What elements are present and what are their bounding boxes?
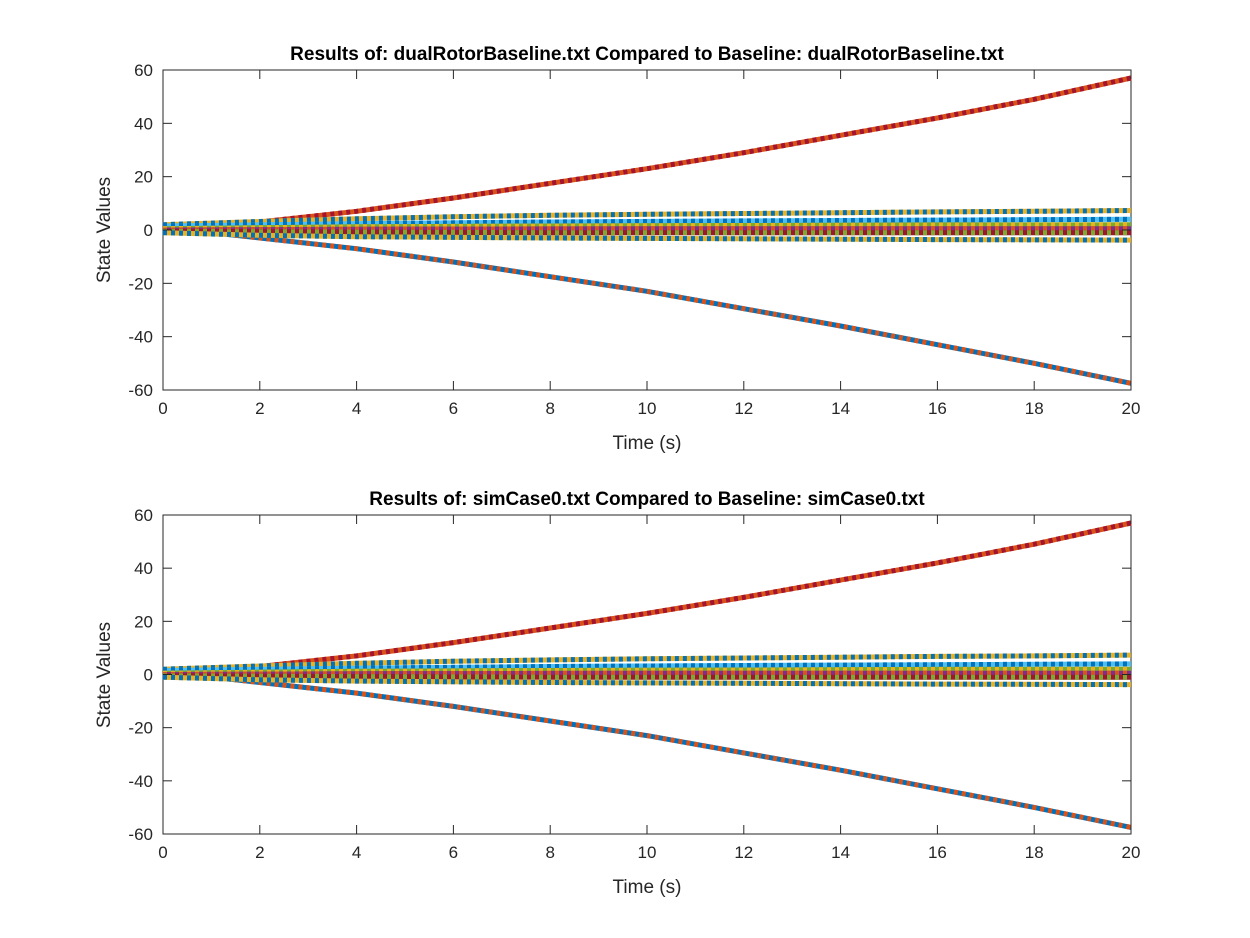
y-tick-label: -40 [128, 328, 153, 347]
y-tick-label: -60 [128, 381, 153, 400]
baseline-series-line [162, 230, 1132, 243]
subplot-1-ylabel: State Values [94, 177, 115, 283]
y-tick-label: -20 [128, 274, 153, 293]
x-tick-label: 12 [734, 399, 753, 418]
y-tick-label: 60 [134, 61, 153, 80]
x-tick-label: 16 [928, 843, 947, 862]
subplot-2-xticks: 0 2 4 6 8 10 12 14 16 18 20 [158, 515, 1140, 862]
subplot-2-title: Results of: simCase0.txt Compared to Bas… [369, 489, 925, 510]
y-tick-label: -40 [128, 772, 153, 791]
x-tick-label: 4 [352, 399, 361, 418]
y-tick-label: 20 [134, 168, 153, 187]
baseline-series-line [162, 208, 1132, 228]
x-tick-label: 6 [449, 399, 458, 418]
series-6 [162, 226, 1131, 233]
x-tick-label: 20 [1122, 843, 1141, 862]
series-3 [162, 652, 1132, 672]
series-3 [162, 208, 1132, 228]
x-tick-label: 6 [449, 843, 458, 862]
x-tick-label: 4 [352, 843, 361, 862]
baseline-series-line [162, 674, 1132, 688]
series-4 [162, 661, 1132, 673]
series-4 [162, 216, 1132, 229]
x-tick-label: 18 [1025, 843, 1044, 862]
baseline-series-line [162, 670, 1131, 677]
subplot-2-lines [162, 520, 1132, 830]
baseline-series-line [162, 652, 1132, 672]
x-tick-label: 8 [545, 843, 554, 862]
baseline-series-line [162, 228, 1131, 236]
x-tick-label: 14 [831, 399, 850, 418]
subplot-2-yticks: -60 -40 -20 0 20 40 60 [128, 506, 1131, 844]
y-tick-label: 40 [134, 559, 153, 578]
y-tick-label: 40 [134, 114, 153, 133]
subplot-1-yticks: -60 -40 -20 0 20 40 60 [128, 61, 1131, 400]
subplot-1-xlabel: Time (s) [613, 433, 682, 454]
x-tick-label: 16 [928, 399, 947, 418]
y-tick-label: -60 [128, 825, 153, 844]
subplot-1-title: Results of: dualRotorBaseline.txt Compar… [290, 44, 1004, 65]
x-tick-label: 2 [255, 399, 264, 418]
series-6 [162, 670, 1131, 677]
x-tick-label: 14 [831, 843, 850, 862]
series-8 [162, 230, 1132, 243]
x-tick-label: 10 [638, 399, 657, 418]
subplot-1-xticks: 0 2 4 6 8 10 12 14 16 18 20 [158, 70, 1140, 418]
x-tick-label: 2 [255, 843, 264, 862]
x-tick-label: 12 [734, 843, 753, 862]
x-tick-label: 0 [158, 399, 167, 418]
series-7 [162, 228, 1131, 236]
y-tick-label: -20 [128, 719, 153, 738]
baseline-series-line [162, 216, 1132, 229]
subplot-1: Results of: dualRotorBaseline.txt Compar… [94, 44, 1140, 454]
subplot-2-ylabel: State Values [94, 622, 115, 728]
x-tick-label: 18 [1025, 399, 1044, 418]
subplot-2-xlabel: Time (s) [613, 877, 682, 898]
y-tick-label: 20 [134, 612, 153, 631]
x-tick-label: 8 [545, 399, 554, 418]
y-tick-label: 0 [144, 666, 153, 685]
subplot-1-lines [162, 75, 1132, 386]
series-8 [162, 674, 1132, 688]
baseline-series-line [162, 661, 1132, 673]
series-7 [162, 673, 1131, 680]
subplot-2: Results of: simCase0.txt Compared to Bas… [94, 489, 1140, 898]
x-tick-label: 20 [1122, 399, 1141, 418]
x-tick-label: 0 [158, 843, 167, 862]
y-tick-label: 60 [134, 506, 153, 525]
y-tick-label: 0 [144, 221, 153, 240]
baseline-series-line [162, 673, 1131, 680]
x-tick-label: 10 [638, 843, 657, 862]
baseline-series-line [162, 226, 1131, 233]
